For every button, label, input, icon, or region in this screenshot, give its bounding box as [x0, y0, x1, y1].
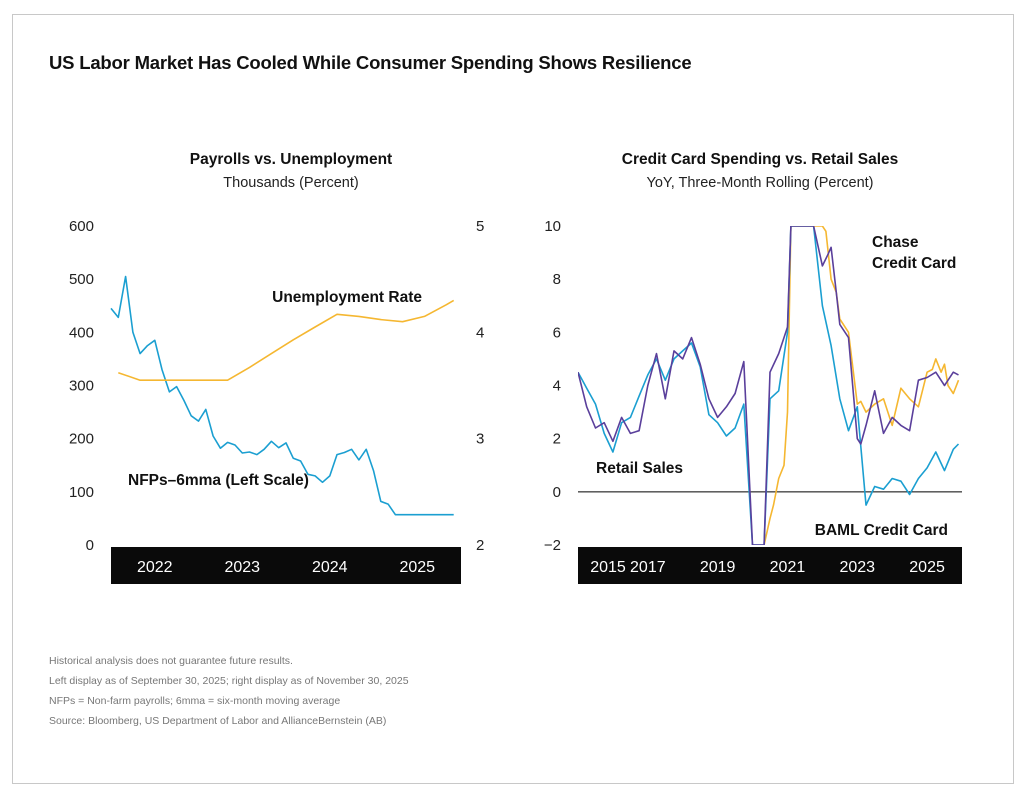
right-chart-title: Credit Card Spending vs. Retail Sales [621, 151, 899, 168]
right-y-tick-label: 4 [476, 324, 484, 341]
left-x-tick-label: 2022 [137, 559, 173, 576]
nfp-line [110, 275, 454, 516]
right-x-tick-label: 2025 [909, 559, 945, 576]
right-chart-y-tick-label: 2 [553, 431, 561, 448]
left-chart-title: Payrolls vs. Unemployment [189, 151, 393, 168]
chart-frame [12, 14, 1014, 784]
left-y-tick-label: 500 [69, 271, 94, 288]
right-chart-y-tick-label: 4 [553, 378, 561, 395]
left-chart: 0 100 200 300 400 500 600 2 3 4 5 2022 2023 2024 2025 U… [69, 218, 484, 584]
left-x-axis-band [111, 547, 461, 584]
right-x-axis-band [578, 547, 962, 584]
right-x-tick-label: 2017 [630, 559, 666, 576]
right-x-tick-label: 2021 [770, 559, 806, 576]
right-x-tick-label: 2023 [839, 559, 875, 576]
retail-sales-line [578, 226, 960, 545]
nfp-label: NFPs–6mma (Left Scale) [128, 472, 309, 489]
left-y-tick-label: 600 [69, 218, 94, 235]
left-chart-subtitle: Thousands (Percent) [223, 175, 359, 191]
left-y-tick-label: 200 [69, 431, 94, 448]
right-chart-y-tick-label: 0 [553, 484, 561, 501]
chase-label-line1: Chase [872, 234, 919, 251]
right-chart: −2 0 2 4 6 8 10 2015 2017 2019 2021 2023 2025 Chase Cr… [544, 218, 962, 584]
chase-label-line2: Credit Card [872, 255, 956, 272]
page-title: US Labor Market Has Cooled While Consume… [49, 52, 692, 73]
left-x-tick-label: 2023 [224, 559, 260, 576]
right-y-tick-label: 3 [476, 431, 484, 448]
retail-sales-label: Retail Sales [596, 460, 683, 477]
baml-credit-card-label: BAML Credit Card [815, 522, 948, 539]
footnote-source: Source: Bloomberg, US Department of Labo… [49, 715, 387, 727]
right-chart-subtitle: YoY, Three-Month Rolling (Percent) [646, 175, 874, 191]
left-y-tick-label: 0 [86, 537, 94, 554]
footnote-dates: Left display as of September 30, 2025; r… [49, 675, 409, 687]
left-x-tick-label: 2025 [399, 559, 435, 576]
footnote-disclaimer: Historical analysis does not guarantee f… [49, 655, 293, 667]
left-x-tick-label: 2024 [312, 559, 348, 576]
unemployment-rate-label: Unemployment Rate [272, 289, 422, 306]
unemployment-rate-line [118, 299, 455, 382]
footnote-definitions: NFPs = Non-farm payrolls; 6mma = six-mon… [49, 695, 341, 707]
chase-credit-card-line [578, 226, 959, 545]
right-y-tick-label: 2 [476, 537, 484, 554]
left-y-tick-label: 400 [69, 324, 94, 341]
left-y-tick-label: 100 [69, 484, 94, 501]
right-chart-y-tick-label: 10 [544, 218, 561, 235]
right-y-tick-label: 5 [476, 218, 484, 235]
right-x-tick-label: 2019 [700, 559, 736, 576]
right-x-tick-label: 2015 [590, 559, 626, 576]
baml-credit-card-line [763, 226, 960, 545]
right-chart-y-tick-label: 6 [553, 324, 561, 341]
left-y-tick-label: 300 [69, 378, 94, 395]
right-chart-y-tick-label: −2 [544, 537, 561, 554]
right-chart-y-tick-label: 8 [553, 271, 561, 288]
